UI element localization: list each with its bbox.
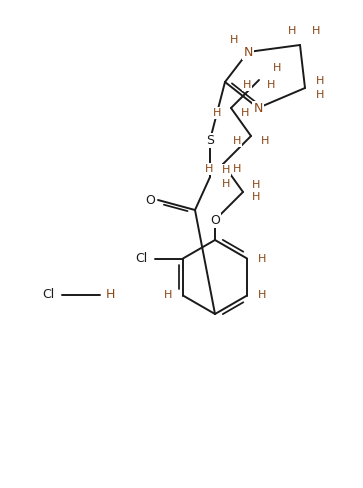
Text: H: H — [316, 90, 324, 100]
Text: H: H — [243, 80, 251, 90]
Text: H: H — [233, 136, 241, 146]
Text: H: H — [252, 192, 260, 202]
Text: H: H — [205, 164, 213, 174]
Text: H: H — [261, 136, 269, 146]
Text: H: H — [258, 290, 266, 301]
Text: H: H — [316, 76, 324, 86]
Text: H: H — [273, 63, 281, 73]
Text: H: H — [222, 179, 230, 189]
Text: H: H — [252, 180, 260, 190]
Text: H: H — [213, 108, 221, 118]
Text: H: H — [312, 26, 320, 36]
Text: Cl: Cl — [135, 252, 147, 265]
Text: H: H — [230, 35, 238, 45]
Text: H: H — [258, 253, 266, 264]
Text: H: H — [233, 164, 241, 174]
Text: O: O — [145, 194, 155, 206]
Text: H: H — [267, 80, 275, 90]
Text: H: H — [241, 108, 249, 118]
Text: O: O — [210, 214, 220, 226]
Text: H: H — [222, 165, 230, 175]
Text: H: H — [164, 290, 172, 301]
Text: S: S — [206, 134, 214, 146]
Text: N: N — [243, 45, 253, 59]
Text: H: H — [105, 288, 115, 302]
Text: Cl: Cl — [42, 288, 54, 302]
Text: N: N — [253, 102, 263, 115]
Text: H: H — [288, 26, 296, 36]
